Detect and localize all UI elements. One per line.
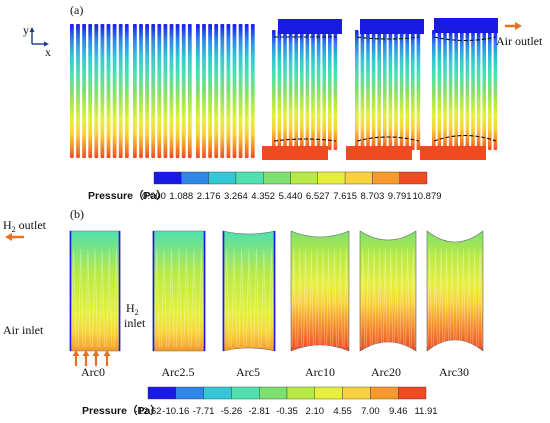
colorbar-b-tick-label: -0.35 (276, 406, 298, 417)
panel-b-contours (69, 230, 484, 352)
colorbar-a-segment (208, 171, 237, 185)
colorbar-a-tick-label: 9.791 (388, 191, 412, 202)
fin-array-curved-2 (346, 19, 424, 160)
fin-array-flat-1 (70, 24, 129, 158)
case-label-arc30: Arc30 (439, 365, 469, 379)
h2-inlet-annotation: H2 inlet (124, 301, 146, 330)
colorbar-b-segment (342, 386, 371, 400)
colorbar-b-segment (370, 386, 399, 400)
colorbar-a-title: Pressure（Pa） (88, 189, 167, 202)
y-axis-letter: y (23, 23, 29, 37)
colorbar-b-segment (314, 386, 343, 400)
colorbar-b-tick-label: 9.46 (389, 406, 408, 417)
case-label-arc2-5: Arc2.5 (162, 365, 195, 379)
colorbar-a-tick-label: 8.703 (361, 191, 385, 202)
air-inlet-arrow (82, 350, 90, 366)
colorbar-a-segment (153, 171, 182, 185)
contour-panel-2 (152, 230, 206, 352)
fin-array-flat-2 (133, 24, 192, 158)
colorbar-a-tick-label: 7.615 (333, 191, 357, 202)
colorbar-b-segment (259, 386, 288, 400)
colorbar-b-tick-label: -10.16 (162, 406, 189, 417)
contour-panel-3 (222, 230, 276, 352)
fin-array-flat-3 (196, 24, 255, 158)
contour-panel-1 (69, 230, 121, 352)
colorbar-a-segment (263, 171, 291, 185)
case-label-arc5: Arc5 (236, 365, 260, 379)
colorbar-a-tick-label: 0.000 (142, 191, 166, 202)
colorbar-b-segment (398, 386, 427, 400)
air-inlet-arrow (103, 350, 111, 366)
fin-array-curved-1 (262, 19, 342, 160)
contour-panel-5 (359, 230, 417, 352)
inlet-header (420, 146, 486, 160)
outlet-header (278, 19, 342, 34)
colorbar-a-segment (181, 171, 209, 185)
air-inlet-label: Air inlet (3, 323, 44, 337)
inlet-header (262, 146, 328, 160)
colorbar-b-tick-label: -12.62 (135, 406, 162, 417)
h2-inlet-label-top: H2 (126, 301, 139, 317)
air-outlet-label: Air outlet (496, 34, 543, 48)
colorbar-a-tick-label: 5.440 (279, 191, 303, 202)
h2-outlet-annotation: H2 outlet (3, 218, 47, 241)
case-label-arc0: Arc0 (81, 365, 105, 379)
case-label-arc10: Arc10 (305, 365, 335, 379)
air-inlet-arrow (92, 350, 100, 366)
inlet-header (346, 146, 412, 160)
colorbar-a-tick-label: 6.527 (306, 191, 330, 202)
fin-array-curved-3 (420, 18, 498, 160)
colorbar-a-segment (290, 171, 318, 185)
colorbar-a-segment (317, 171, 346, 185)
case-labels: Arc0 Arc2.5 Arc5 Arc10 Arc20 Arc30 (81, 365, 469, 379)
colorbar-a-tick-label: 3.264 (224, 191, 248, 202)
colorbar-b: Pressure（Pa）-12.62 -10.16 -7.71 -5.26 -2.81-… (82, 386, 438, 417)
panel-a-fin-arrays (70, 18, 498, 160)
air-outlet-annotation: Air outlet (496, 22, 543, 48)
colorbar-a-tick-label: 10.879 (412, 191, 441, 202)
colorbar-b-title: Pressure（Pa） (82, 404, 161, 417)
case-label-arc20: Arc20 (371, 365, 401, 379)
air-inlet-arrow (72, 350, 80, 366)
colorbar-a-segment (235, 171, 264, 185)
colorbar-b-tick-label: 11.91 (414, 406, 437, 417)
axis-indicator: y x (23, 23, 51, 59)
colorbar-b-tick-label: 4.55 (333, 406, 352, 417)
contour-panel-4 (290, 230, 350, 352)
x-axis-letter: x (45, 45, 51, 59)
outlet-header (360, 19, 424, 34)
contour-panel-6 (426, 230, 484, 352)
colorbar-a-segment (372, 171, 400, 185)
colorbar-a: Pressure（Pa）0.000 1.088 2.176 3.264 4.352 5.4… (88, 171, 442, 202)
colorbar-b-segment (231, 386, 260, 400)
colorbar-b-tick-label: 7.00 (361, 406, 380, 417)
air-inlet-annotation: Air inlet (3, 323, 111, 366)
colorbar-a-segment (399, 171, 428, 185)
colorbar-b-segment (203, 386, 232, 400)
colorbar-b-segment (147, 386, 176, 400)
panel-a-label: (a) (70, 3, 83, 17)
h2-outlet-label: H2 outlet (3, 218, 47, 234)
colorbar-b-tick-label: -7.71 (193, 406, 215, 417)
colorbar-b-segment (175, 386, 204, 400)
outlet-header (434, 18, 498, 33)
colorbar-a-tick-label: 2.176 (197, 191, 221, 202)
panel-b-label: (b) (70, 207, 84, 221)
colorbar-b-tick-label: -2.81 (248, 406, 270, 417)
colorbar-b-tick-label: -5.26 (221, 406, 243, 417)
colorbar-a-segment (344, 171, 373, 185)
colorbar-a-tick-label: 4.352 (251, 191, 275, 202)
h2-inlet-label-bottom: inlet (124, 316, 146, 330)
colorbar-b-segment (286, 386, 315, 400)
colorbar-a-tick-label: 1.088 (169, 191, 193, 202)
colorbar-b-tick-label: 2.10 (306, 406, 325, 417)
